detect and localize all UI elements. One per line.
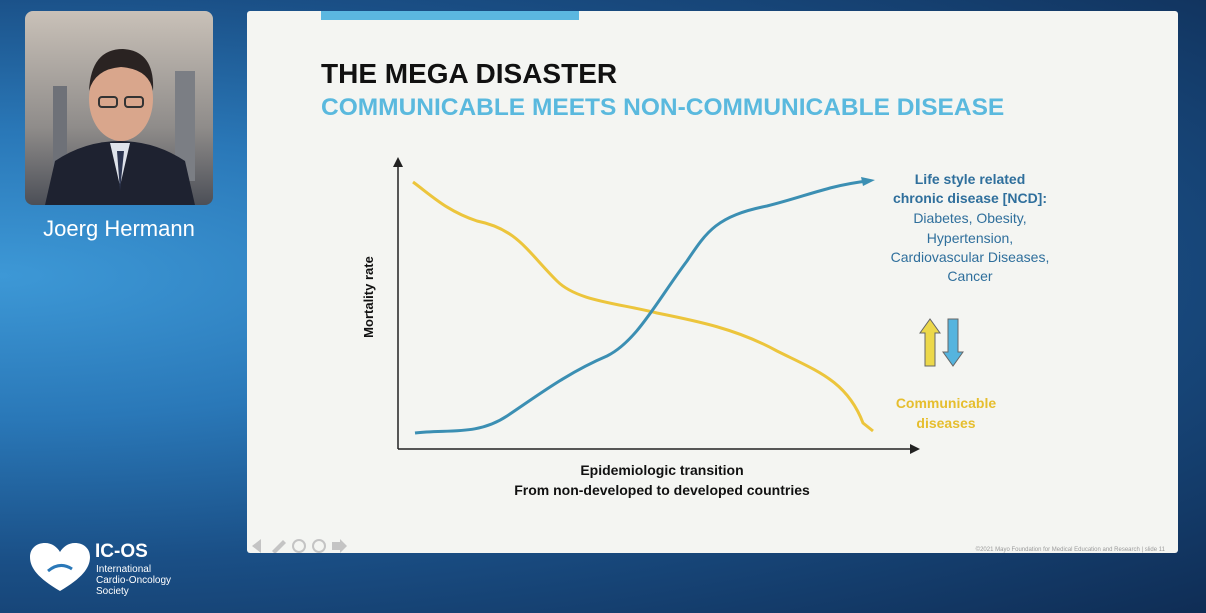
accent-bar — [321, 11, 579, 20]
speaker-name: Joerg Hermann — [43, 216, 195, 241]
communicable-label: Communicable — [896, 395, 997, 411]
down-arrow — [942, 318, 964, 367]
menu-button[interactable] — [312, 539, 326, 553]
logo-line: International — [96, 564, 152, 575]
x-label: Epidemiologic transition — [580, 462, 743, 478]
slide-footer: ©2021 Mayo Foundation for Medical Educat… — [976, 546, 1166, 553]
slide-canvas: THE MEGA DISASTER COMMUNICABLE MEETS NON… — [252, 11, 1166, 553]
logo-text: International Cardio-Oncology Society — [96, 564, 171, 597]
x-label: From non-developed to developed countrie… — [514, 482, 810, 498]
next-button[interactable] — [332, 539, 347, 553]
ncd-label: Life style related — [915, 171, 1026, 187]
zoom-button[interactable] — [292, 539, 306, 553]
slide: THE MEGA DISASTER COMMUNICABLE MEETS NON… — [247, 11, 1178, 553]
prev-button[interactable] — [252, 539, 261, 553]
logo-line: Cardio-Oncology — [96, 575, 172, 586]
slide-title: THE MEGA DISASTER — [321, 58, 617, 89]
ncd-item: Diabetes, Obesity, — [913, 210, 1026, 226]
ncd-item: Cardiovascular Diseases, — [891, 249, 1050, 265]
video-frame — [45, 49, 195, 205]
logo-mark — [30, 543, 90, 591]
logo-title: IC-OS — [95, 541, 148, 562]
up-arrow — [919, 318, 941, 367]
ncd-item: Hypertension, — [927, 230, 1013, 246]
x-arrow — [910, 444, 920, 454]
speaker-video — [25, 11, 213, 205]
communicable-curve — [412, 180, 874, 433]
y-label: Mortality rate — [361, 256, 376, 338]
slide-subtitle: COMMUNICABLE MEETS NON-COMMUNICABLE DISE… — [321, 94, 1004, 121]
logo-line: Society — [96, 586, 129, 597]
y-arrow — [393, 157, 403, 167]
ncd-curve — [414, 179, 868, 435]
communicable-label: diseases — [916, 415, 975, 431]
ncd-label: chronic disease [NCD]: — [893, 190, 1047, 206]
ncd-arrowhead — [861, 177, 875, 186]
ncd-item: Cancer — [947, 268, 992, 284]
pen-button[interactable] — [272, 540, 286, 553]
slide-controls[interactable] — [252, 539, 347, 553]
